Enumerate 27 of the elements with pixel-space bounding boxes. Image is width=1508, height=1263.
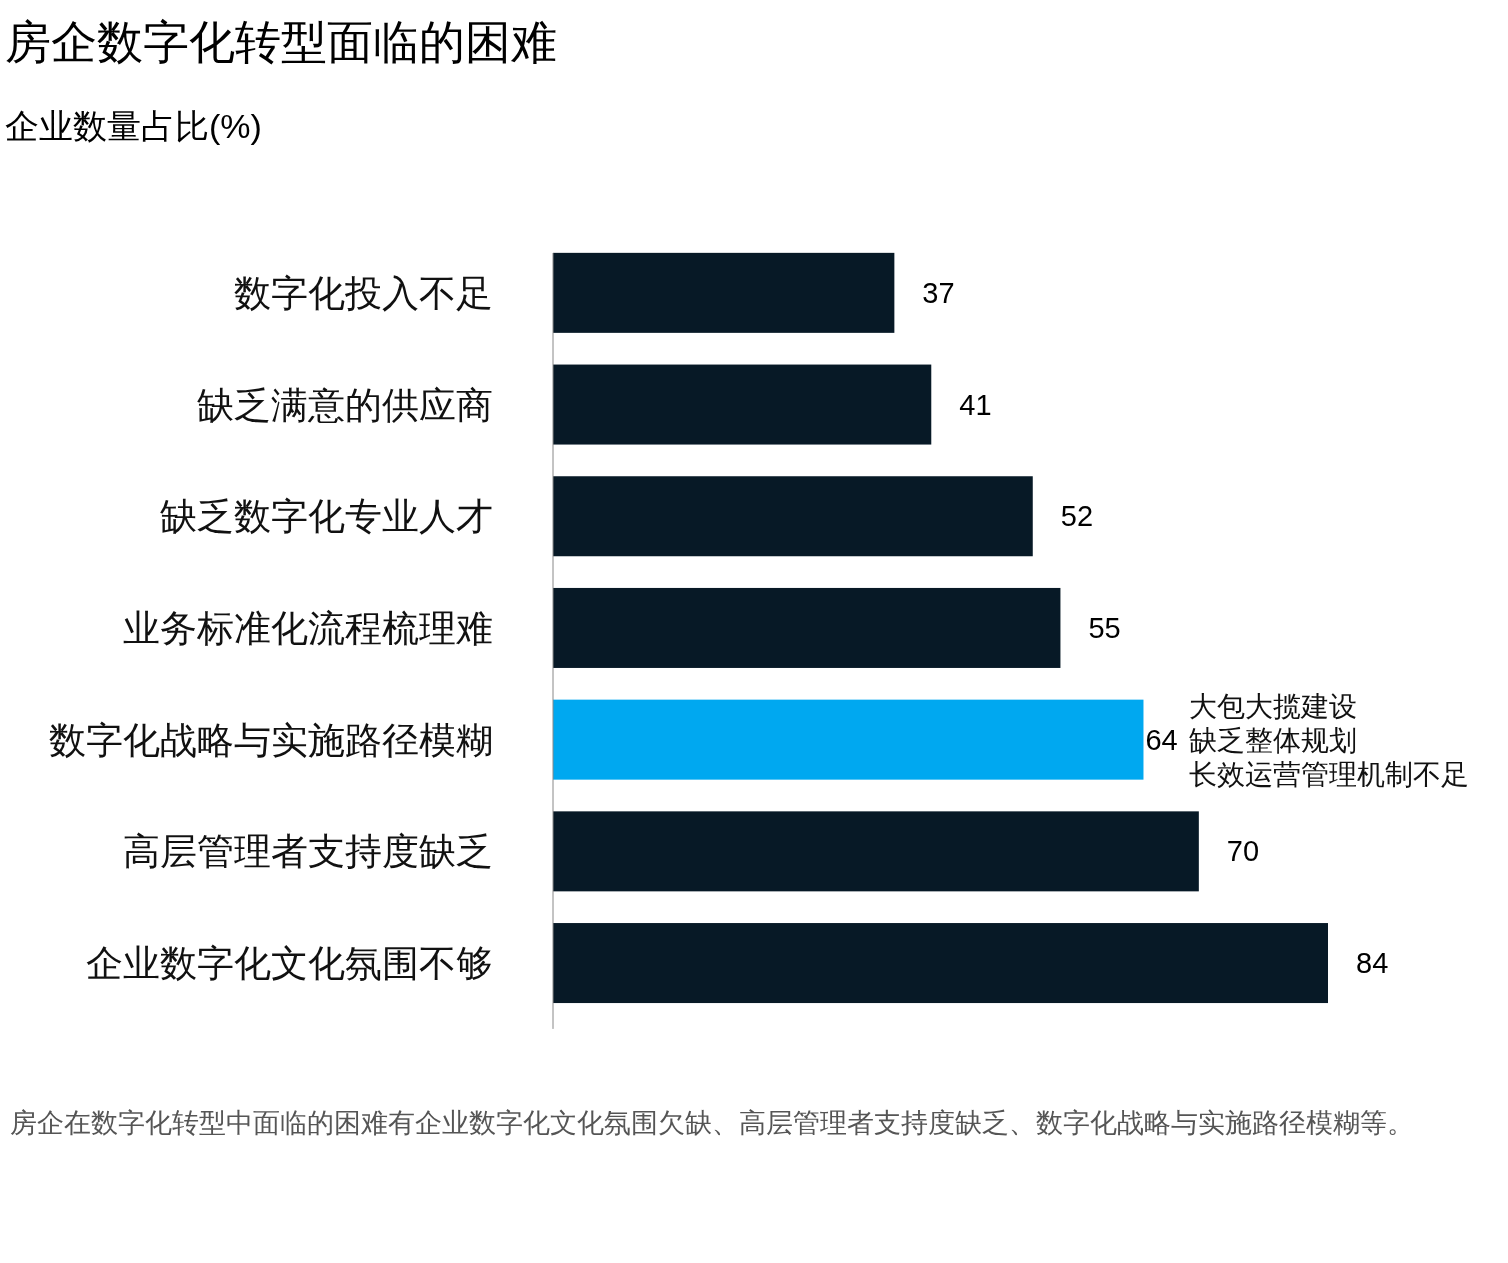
y-tick-label: 业务标准化流程梳理难	[123, 607, 493, 649]
bar	[553, 699, 1144, 780]
bar	[553, 587, 1061, 668]
bar	[553, 476, 1033, 557]
y-tick-label: 企业数字化文化氛围不够	[86, 943, 493, 985]
data-label: 84	[1356, 947, 1389, 980]
annotation: 长效运营管理机制不足	[1189, 758, 1470, 790]
data-label: 70	[1226, 835, 1260, 868]
annotation: 大包大揽建设	[1189, 690, 1358, 722]
data-label: 64	[1145, 723, 1178, 756]
bar	[553, 923, 1328, 1004]
data-label: 55	[1088, 611, 1121, 644]
text: 企业数量占比(%)	[5, 106, 262, 147]
bar	[553, 811, 1199, 892]
data-label: 41	[959, 388, 992, 421]
data-label: 52	[1060, 500, 1094, 533]
annotation: 缺乏整体规划	[1189, 724, 1358, 756]
text: 房企在数字化转型中面临的困难有企业数字化文化氛围欠缺、高层管理者支持度缺乏、数字化战略与实施路径模糊等。	[10, 1108, 1415, 1138]
bar	[553, 364, 932, 445]
y-tick-label: 缺乏满意的供应商	[197, 384, 493, 426]
data-label: 37	[922, 276, 955, 309]
y-tick-label: 数字化战略与实施路径模糊	[49, 719, 493, 761]
y-tick-label: 数字化投入不足	[234, 272, 493, 314]
y-tick-label: 缺乏数字化专业人才	[160, 496, 493, 538]
bar	[553, 252, 895, 333]
y-tick-label: 高层管理者支持度缺乏	[123, 831, 493, 873]
chart-title: 房企数字化转型面临的困难	[5, 15, 557, 70]
